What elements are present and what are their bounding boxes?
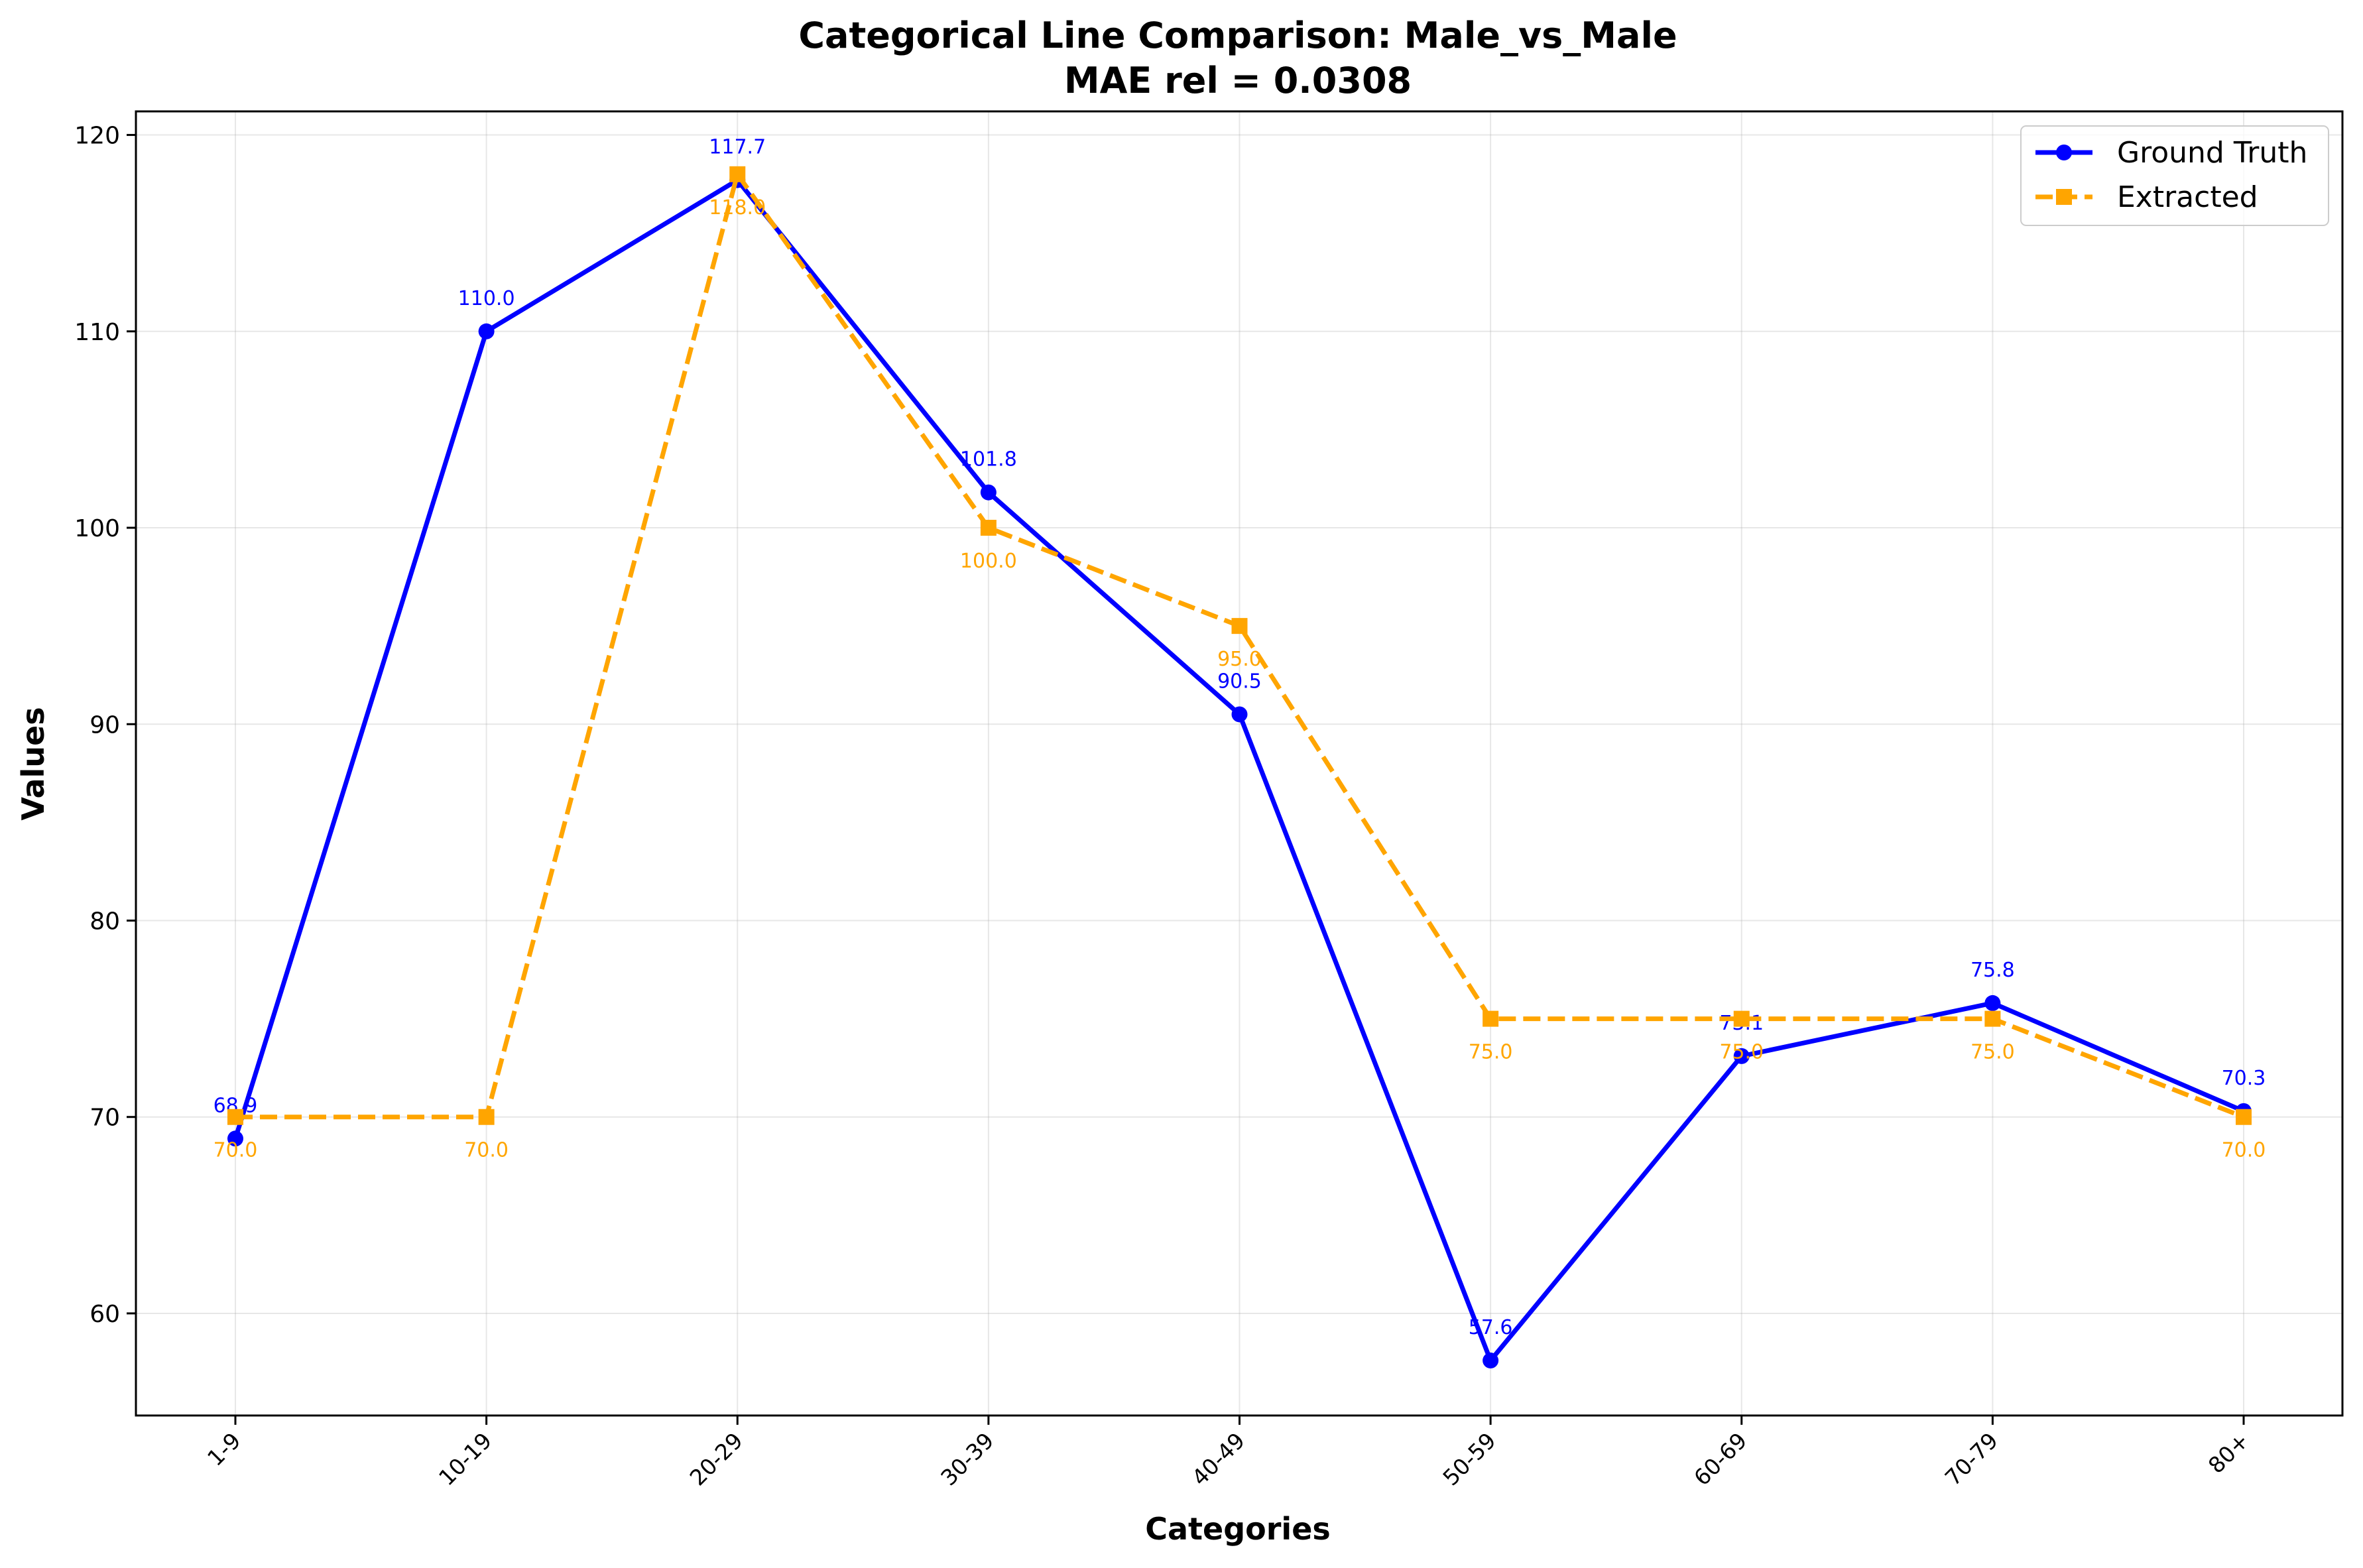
- data-label: 70.3: [2222, 1067, 2266, 1090]
- data-label: 75.0: [1970, 1041, 2015, 1064]
- x-tick-label: 20-29: [685, 1427, 748, 1490]
- data-point: [1733, 1010, 1750, 1027]
- data-point: [1483, 1353, 1499, 1369]
- data-point: [1984, 995, 2001, 1011]
- data-point: [1733, 1048, 1750, 1064]
- data-point: [1231, 618, 1248, 634]
- legend-marker: [2056, 145, 2072, 160]
- data-point: [980, 520, 997, 536]
- y-axis-label: Values: [15, 707, 51, 820]
- y-tick-label: 60: [90, 1301, 120, 1328]
- data-point: [2236, 1109, 2252, 1125]
- data-label: 75.0: [1469, 1041, 1513, 1064]
- data-label: 90.5: [1217, 670, 1262, 693]
- data-point: [1483, 1010, 1499, 1027]
- legend-box: [2020, 125, 2329, 226]
- data-label: 110.0: [458, 287, 515, 310]
- series-extracted: 70.0 70.0 118.0 100.0 95.0 75.0 75.0 75.0 70.0: [213, 166, 2266, 1162]
- series-layer: 68.9110.0117.7101.890.557.673.175.870.37…: [213, 136, 2266, 1369]
- y-tick-label: 110: [74, 319, 120, 346]
- data-point: [1984, 1010, 2001, 1027]
- x-tick-label: 60-69: [1689, 1427, 1752, 1490]
- chart-subtitle: MAE rel = 0.0308: [1064, 60, 1412, 101]
- data-label: 75.0: [1719, 1041, 1764, 1064]
- data-label: 57.6: [1469, 1316, 1513, 1339]
- data-point: [227, 1109, 243, 1125]
- data-point: [478, 323, 495, 339]
- data-point: [980, 484, 997, 501]
- x-tick-label: 80+: [2203, 1427, 2254, 1478]
- data-label: 118.0: [709, 196, 766, 219]
- legend-label: Ground Truth: [2117, 136, 2307, 170]
- data-label: 70.0: [2222, 1139, 2266, 1162]
- x-tick-label: 50-59: [1437, 1427, 1500, 1490]
- data-point: [729, 166, 746, 182]
- data-point: [227, 1130, 243, 1147]
- y-tick-label: 90: [90, 711, 120, 739]
- axes: 1-9 10-19 20-29 30-39 40-49 50-59 60-69 70-79 80…: [74, 123, 2254, 1491]
- data-label: 70.0: [464, 1139, 509, 1162]
- legend-label: Extracted: [2117, 180, 2258, 214]
- data-label: 117.7: [709, 136, 766, 159]
- grid: [136, 111, 2342, 1416]
- data-point: [478, 1109, 495, 1125]
- data-label: 100.0: [960, 550, 1017, 573]
- x-tick-label: 1-9: [202, 1427, 246, 1471]
- y-tick-label: 80: [90, 908, 120, 935]
- chart-title: Categorical Line Comparison: Male_vs_Mal…: [798, 15, 1677, 56]
- data-label: 95.0: [1217, 648, 1262, 671]
- x-tick-label: 10-19: [434, 1427, 497, 1490]
- legend: Ground Truth Extracted: [2020, 125, 2329, 226]
- x-tick-label: 70-79: [1940, 1427, 2003, 1490]
- x-tick-label: 30-39: [936, 1427, 999, 1490]
- data-point: [1231, 706, 1248, 723]
- data-label: 75.8: [1970, 959, 2015, 982]
- data-label: 101.8: [960, 448, 1017, 471]
- x-tick-label: 40-49: [1187, 1427, 1250, 1490]
- y-tick-label: 70: [90, 1105, 120, 1132]
- x-axis-label: Categories: [1145, 1511, 1331, 1547]
- y-tick-label: 120: [74, 123, 120, 150]
- legend-marker: [2056, 189, 2072, 205]
- data-label: 70.0: [213, 1139, 258, 1162]
- y-tick-label: 100: [74, 515, 120, 542]
